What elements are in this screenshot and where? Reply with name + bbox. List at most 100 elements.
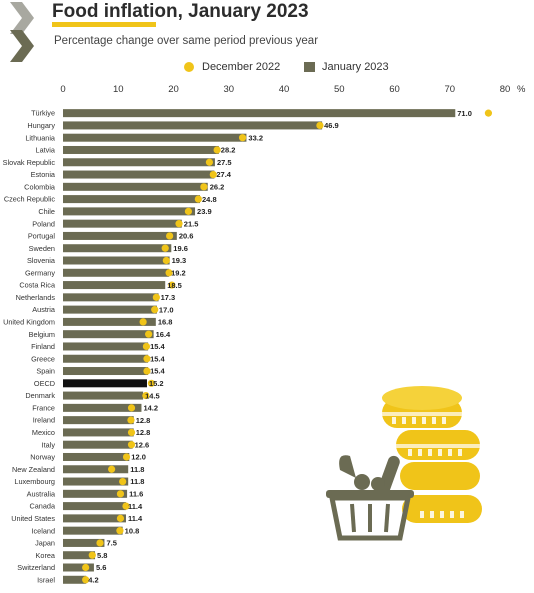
- x-tick-label: 10: [113, 84, 124, 95]
- dot-december-2022: [145, 330, 153, 338]
- category-label: Ireland: [33, 416, 55, 425]
- bar-january-2023: [63, 502, 126, 511]
- bar-january-2023: [63, 465, 129, 474]
- category-label: Italy: [42, 440, 56, 449]
- dot-december-2022: [88, 551, 96, 559]
- value-label: 5.8: [97, 551, 107, 560]
- value-label: 28.2: [221, 146, 236, 155]
- dot-december-2022: [200, 183, 208, 191]
- category-label: Luxembourg: [14, 477, 55, 486]
- value-label: 15.4: [150, 354, 165, 363]
- bar-january-2023: [63, 133, 247, 142]
- bar-january-2023: [63, 268, 170, 277]
- value-label: 16.8: [158, 318, 173, 327]
- x-tick-label: 50: [334, 84, 345, 95]
- bar-january-2023: [63, 195, 201, 204]
- x-tick-label: 80: [500, 84, 511, 95]
- dot-december-2022: [119, 477, 127, 486]
- bar-january-2023: [63, 379, 147, 388]
- category-label: Australia: [27, 489, 56, 498]
- dot-december-2022: [165, 269, 173, 277]
- dot-december-2022: [122, 453, 131, 461]
- dot-december-2022: [152, 293, 160, 301]
- dot-december-2022: [194, 195, 202, 203]
- category-label: France: [32, 403, 55, 412]
- category-label: Estonia: [31, 170, 56, 179]
- dot-december-2022: [175, 220, 183, 228]
- legend-label-january-2023: January 2023: [322, 61, 389, 73]
- bar-january-2023: [63, 477, 129, 486]
- dot-december-2022: [166, 232, 174, 240]
- dot-december-2022: [316, 121, 324, 130]
- value-label: 11.6: [129, 490, 143, 499]
- dot-december-2022: [143, 367, 151, 375]
- bar-january-2023: [63, 563, 94, 572]
- category-label: Latvia: [36, 146, 56, 155]
- category-label: Netherlands: [16, 293, 56, 302]
- x-tick-label: 0: [60, 84, 65, 95]
- dot-december-2022: [147, 379, 155, 387]
- value-label: 12.0: [131, 453, 146, 462]
- value-label: 16.4: [156, 330, 171, 339]
- category-label: Slovenia: [27, 256, 56, 265]
- bar-january-2023: [63, 354, 149, 363]
- category-label: Türkiye: [31, 109, 55, 118]
- bar-january-2023: [63, 109, 456, 118]
- x-tick-label: 40: [279, 84, 290, 95]
- category-label: Mexico: [32, 428, 55, 437]
- x-tick-label: 20: [168, 84, 179, 95]
- value-label: 11.4: [128, 514, 143, 523]
- value-label: 27.4: [216, 170, 231, 179]
- bar-january-2023: [63, 342, 149, 351]
- oecd-chevron-logo-icon: [10, 2, 34, 62]
- dot-december-2022: [127, 441, 136, 449]
- dot-december-2022: [184, 207, 193, 215]
- bar-january-2023: [63, 391, 144, 400]
- bar-january-2023: [63, 526, 123, 535]
- dot-december-2022: [116, 527, 124, 535]
- dot-december-2022: [142, 342, 151, 351]
- category-label: Poland: [32, 219, 55, 228]
- category-label: Portugal: [28, 232, 56, 241]
- category-label: Finland: [31, 342, 55, 351]
- category-label: Canada: [29, 502, 56, 511]
- bar-january-2023: [63, 305, 157, 314]
- dot-december-2022: [127, 404, 136, 412]
- value-label: 71.0: [457, 109, 472, 118]
- category-label: Sweden: [29, 244, 55, 253]
- bar-january-2023: [63, 121, 323, 130]
- category-label: Slovak Republic: [3, 158, 56, 167]
- bar-january-2023: [63, 219, 182, 228]
- dot-december-2022: [162, 256, 170, 265]
- value-label: 17.0: [159, 305, 174, 314]
- dot-december-2022: [116, 490, 125, 498]
- value-label: 27.5: [217, 158, 232, 167]
- category-label: Israel: [37, 575, 55, 584]
- dot-december-2022: [127, 416, 135, 424]
- dot-december-2022: [122, 502, 130, 510]
- dot-december-2022: [143, 355, 151, 363]
- category-label: OECD: [34, 379, 55, 388]
- bar-january-2023: [63, 575, 87, 584]
- dot-december-2022: [82, 563, 90, 572]
- dot-december-2022: [168, 281, 176, 289]
- value-label: 20.6: [179, 232, 194, 241]
- value-label: 15.4: [150, 342, 165, 351]
- x-tick-label: 60: [389, 84, 400, 95]
- x-tick-label: 30: [223, 84, 234, 95]
- value-label: 4.2: [88, 575, 98, 584]
- dot-december-2022: [213, 146, 221, 154]
- value-label: 5.6: [96, 563, 106, 572]
- value-label: 19.2: [171, 268, 186, 277]
- value-label: 7.5: [106, 539, 116, 548]
- dot-december-2022: [82, 576, 90, 584]
- bar-january-2023: [63, 538, 105, 547]
- bar-january-2023: [63, 170, 215, 179]
- bar-january-2023: [63, 207, 196, 216]
- value-label: 11.4: [128, 502, 143, 511]
- value-label: 12.6: [135, 440, 150, 449]
- category-label: United Kingdom: [3, 318, 55, 327]
- value-label: 26.2: [210, 183, 225, 192]
- bar-january-2023: [63, 182, 208, 191]
- category-label: Denmark: [25, 391, 55, 400]
